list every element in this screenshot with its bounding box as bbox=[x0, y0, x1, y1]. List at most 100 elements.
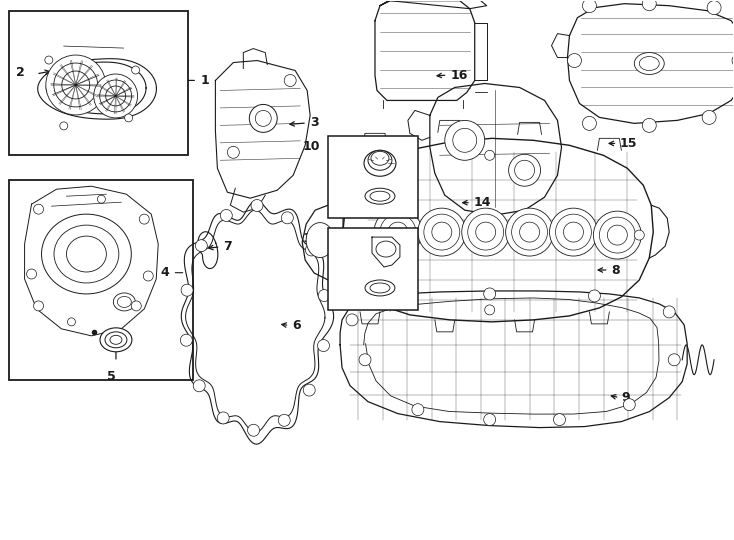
Circle shape bbox=[550, 208, 597, 256]
Circle shape bbox=[732, 53, 734, 68]
Circle shape bbox=[68, 318, 76, 326]
Text: 8: 8 bbox=[611, 264, 619, 276]
Circle shape bbox=[131, 66, 139, 74]
Circle shape bbox=[353, 230, 363, 240]
Circle shape bbox=[247, 424, 260, 436]
Ellipse shape bbox=[371, 151, 389, 165]
Circle shape bbox=[567, 53, 581, 68]
Ellipse shape bbox=[117, 296, 131, 307]
Circle shape bbox=[664, 306, 675, 318]
Ellipse shape bbox=[639, 57, 659, 71]
Circle shape bbox=[318, 340, 330, 352]
Circle shape bbox=[195, 240, 207, 252]
Text: 9: 9 bbox=[622, 391, 631, 404]
Text: 13: 13 bbox=[336, 283, 352, 293]
Circle shape bbox=[642, 0, 656, 11]
Circle shape bbox=[281, 212, 294, 224]
Circle shape bbox=[634, 230, 644, 240]
Circle shape bbox=[384, 292, 396, 304]
Circle shape bbox=[593, 211, 642, 259]
Text: 11: 11 bbox=[338, 191, 354, 201]
Circle shape bbox=[305, 244, 317, 256]
Circle shape bbox=[432, 222, 452, 242]
Circle shape bbox=[484, 305, 495, 315]
Text: 7: 7 bbox=[223, 240, 231, 253]
Circle shape bbox=[34, 204, 43, 214]
Circle shape bbox=[359, 354, 371, 366]
Circle shape bbox=[251, 199, 263, 212]
Circle shape bbox=[509, 154, 540, 186]
Ellipse shape bbox=[365, 188, 395, 204]
Ellipse shape bbox=[364, 150, 396, 176]
Circle shape bbox=[303, 384, 315, 396]
Ellipse shape bbox=[306, 222, 334, 258]
Ellipse shape bbox=[370, 283, 390, 293]
Circle shape bbox=[380, 214, 416, 250]
Ellipse shape bbox=[634, 52, 664, 75]
Circle shape bbox=[702, 110, 716, 124]
Ellipse shape bbox=[368, 150, 392, 170]
Text: 16: 16 bbox=[451, 69, 468, 82]
Circle shape bbox=[228, 146, 239, 158]
Circle shape bbox=[319, 289, 330, 301]
Circle shape bbox=[607, 225, 628, 245]
Bar bbox=[328, 136, 418, 218]
Text: 1: 1 bbox=[200, 74, 209, 87]
Circle shape bbox=[600, 217, 636, 253]
Ellipse shape bbox=[42, 214, 131, 294]
Text: 10: 10 bbox=[302, 140, 320, 153]
Circle shape bbox=[181, 284, 193, 296]
Circle shape bbox=[388, 222, 408, 242]
Circle shape bbox=[583, 0, 597, 12]
Circle shape bbox=[143, 271, 153, 281]
Circle shape bbox=[46, 55, 106, 115]
Circle shape bbox=[220, 210, 232, 221]
Circle shape bbox=[26, 269, 37, 279]
Circle shape bbox=[583, 117, 597, 130]
Circle shape bbox=[564, 222, 584, 242]
Circle shape bbox=[131, 301, 141, 311]
Circle shape bbox=[553, 414, 565, 426]
Bar bbox=[9, 180, 194, 380]
Text: 12: 12 bbox=[302, 232, 320, 245]
Circle shape bbox=[217, 412, 229, 424]
Circle shape bbox=[476, 222, 495, 242]
Ellipse shape bbox=[105, 332, 127, 348]
Ellipse shape bbox=[100, 328, 132, 352]
Circle shape bbox=[520, 222, 539, 242]
Circle shape bbox=[453, 129, 476, 152]
Ellipse shape bbox=[110, 335, 122, 345]
Circle shape bbox=[94, 74, 137, 118]
Ellipse shape bbox=[113, 293, 135, 311]
Circle shape bbox=[278, 414, 290, 426]
Circle shape bbox=[556, 214, 592, 250]
Circle shape bbox=[512, 214, 548, 250]
Circle shape bbox=[181, 334, 192, 346]
Circle shape bbox=[484, 414, 495, 426]
Circle shape bbox=[445, 120, 484, 160]
Ellipse shape bbox=[67, 236, 106, 272]
Circle shape bbox=[418, 208, 466, 256]
Circle shape bbox=[515, 160, 534, 180]
Circle shape bbox=[125, 114, 133, 122]
Circle shape bbox=[589, 290, 600, 302]
Ellipse shape bbox=[370, 191, 390, 201]
Text: 6: 6 bbox=[292, 319, 301, 332]
Circle shape bbox=[468, 214, 504, 250]
Text: 3: 3 bbox=[310, 117, 319, 130]
Circle shape bbox=[707, 1, 721, 15]
Circle shape bbox=[139, 214, 149, 224]
Circle shape bbox=[106, 86, 126, 106]
Circle shape bbox=[412, 404, 424, 416]
Bar bbox=[328, 228, 418, 310]
Circle shape bbox=[462, 208, 509, 256]
Circle shape bbox=[250, 104, 277, 132]
Circle shape bbox=[59, 122, 68, 130]
Circle shape bbox=[346, 314, 358, 326]
Circle shape bbox=[255, 110, 272, 126]
Circle shape bbox=[193, 380, 206, 392]
Circle shape bbox=[54, 63, 98, 107]
Bar bbox=[9, 11, 189, 156]
Circle shape bbox=[642, 118, 656, 132]
Circle shape bbox=[623, 399, 636, 410]
